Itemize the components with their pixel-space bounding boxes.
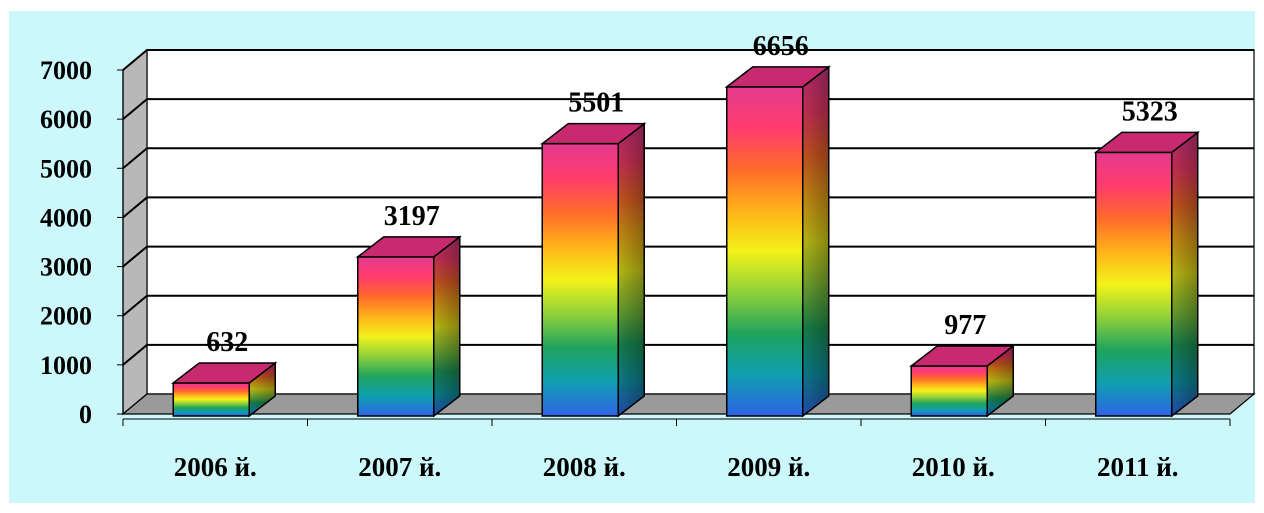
data-label: 3197 bbox=[384, 201, 440, 232]
back-wall bbox=[146, 49, 1255, 395]
bar bbox=[724, 65, 831, 418]
bar-top bbox=[1093, 131, 1200, 154]
bar-top bbox=[724, 66, 831, 88]
bars bbox=[171, 65, 1200, 418]
bar bbox=[355, 235, 462, 418]
bar-front bbox=[726, 86, 804, 417]
bar bbox=[909, 344, 1016, 418]
gridlines bbox=[122, 49, 1254, 366]
bar-top bbox=[540, 122, 647, 145]
y-tick-label: 1000 bbox=[40, 351, 92, 380]
gridline bbox=[122, 147, 1254, 170]
data-label: 6656 bbox=[753, 31, 809, 62]
bar-front bbox=[357, 256, 435, 417]
y-tick-label: 3000 bbox=[40, 253, 92, 282]
x-tick-label: 2009 й. bbox=[727, 452, 810, 482]
gridline bbox=[122, 245, 1254, 268]
bar-side-shade bbox=[618, 123, 645, 416]
data-label: 977 bbox=[944, 310, 986, 341]
bar-side-shade bbox=[433, 236, 460, 416]
y-tick-label: 6000 bbox=[40, 105, 92, 134]
bar-front bbox=[910, 365, 988, 417]
bar-side-shade bbox=[249, 362, 276, 416]
data-label: 5323 bbox=[1122, 96, 1178, 127]
data-labels: 632 3197 5501 6656 977 5323 bbox=[206, 31, 1178, 358]
bar bbox=[1093, 130, 1200, 418]
bar bbox=[540, 122, 647, 418]
y-tick-label: 0 bbox=[79, 400, 92, 429]
y-tick-label: 7000 bbox=[40, 56, 92, 85]
floor bbox=[121, 393, 1256, 415]
side-wall bbox=[122, 48, 148, 416]
x-axis: 2006 й. 2007 й. 2008 й. 2009 й. 2010 й. 2011 … bbox=[122, 418, 1231, 482]
plot-walls bbox=[121, 48, 1256, 416]
bar-front bbox=[541, 142, 619, 417]
data-label: 632 bbox=[206, 327, 248, 358]
y-tick-label: 4000 bbox=[40, 203, 92, 232]
gridline bbox=[122, 49, 1254, 71]
bar-side-shade bbox=[987, 345, 1014, 416]
gridline bbox=[122, 343, 1254, 366]
bar-front bbox=[172, 382, 250, 417]
gridline bbox=[122, 196, 1254, 219]
bar-top bbox=[171, 362, 278, 384]
bar-top bbox=[909, 345, 1016, 367]
y-tick-label: 5000 bbox=[40, 154, 92, 183]
y-tick-label: 2000 bbox=[40, 302, 92, 331]
gridline bbox=[122, 294, 1254, 317]
x-tick-label: 2007 й. bbox=[358, 452, 441, 482]
bar bbox=[171, 361, 278, 418]
bar-side-shade bbox=[802, 66, 829, 416]
x-tick-label: 2008 й. bbox=[543, 452, 626, 482]
x-tick-label: 2011 й. bbox=[1097, 452, 1179, 482]
bar-side-shade bbox=[1171, 132, 1198, 416]
bar-front bbox=[1095, 151, 1173, 417]
y-axis-tick-labels: 0 1000 2000 3000 4000 5000 6000 7000 bbox=[40, 56, 124, 429]
gridline bbox=[122, 98, 1254, 120]
bar-top bbox=[355, 236, 462, 258]
x-tick-label: 2006 й. bbox=[174, 452, 257, 482]
x-tick-label: 2010 й. bbox=[912, 452, 995, 482]
data-label: 5501 bbox=[568, 88, 624, 119]
